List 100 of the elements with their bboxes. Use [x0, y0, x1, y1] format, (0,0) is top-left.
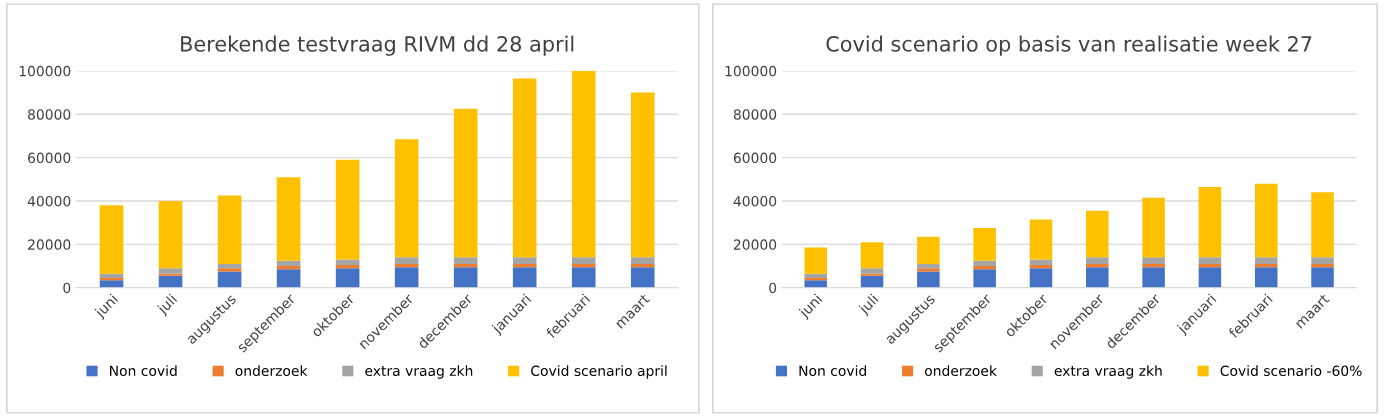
- bar: [276, 266, 301, 270]
- bar: [1142, 263, 1165, 268]
- bar: [1142, 197, 1165, 258]
- bar: [276, 177, 301, 261]
- bar: [571, 263, 596, 268]
- bar: [917, 263, 940, 269]
- bar: [1029, 259, 1053, 265]
- bar: [1198, 186, 1222, 258]
- y-tick-label: 60000: [733, 152, 777, 164]
- bar: [973, 266, 996, 270]
- bar: [99, 205, 124, 274]
- bar: [158, 273, 183, 276]
- bar: [512, 78, 537, 258]
- bar: [571, 257, 596, 264]
- legend-label: onderzoek: [235, 365, 308, 377]
- bar: [1311, 257, 1334, 264]
- bar: [1029, 268, 1053, 288]
- bar: [394, 263, 419, 268]
- bar: [99, 280, 124, 288]
- bar: [335, 159, 360, 260]
- y-tick-label: 60000: [28, 152, 71, 164]
- bar: [630, 267, 655, 288]
- bar: [158, 200, 183, 269]
- bar: [571, 267, 596, 288]
- bar: [1086, 267, 1109, 288]
- bar: [1142, 257, 1165, 264]
- bar: [512, 263, 537, 268]
- bar: [630, 92, 655, 258]
- bar: [217, 271, 242, 288]
- bar: [917, 271, 940, 288]
- bar: [453, 263, 478, 268]
- bar: [394, 139, 419, 258]
- bar: [99, 273, 124, 278]
- bar: [335, 259, 360, 265]
- bar: [860, 275, 884, 288]
- y-tick-label: 40000: [733, 195, 777, 207]
- bar: [276, 260, 301, 267]
- bar: [217, 263, 242, 269]
- y-tick-label: 80000: [28, 109, 71, 120]
- bar: [512, 267, 537, 288]
- bar: [217, 268, 242, 272]
- bar: [1254, 263, 1278, 268]
- bar: [1311, 192, 1334, 258]
- bar: [973, 260, 996, 267]
- bar: [571, 70, 596, 258]
- legend-label: Covid scenario -60%: [1220, 365, 1362, 377]
- bar: [335, 264, 360, 269]
- bar: [1311, 267, 1334, 288]
- bar: [804, 280, 828, 288]
- legend-label: Covid scenario april: [531, 365, 667, 379]
- legend-label: extra vraag zkh: [365, 365, 473, 379]
- legend-label: extra vraag zkh: [1054, 365, 1162, 379]
- y-tick-label: 0: [769, 282, 777, 294]
- bar: [973, 269, 996, 288]
- bar: [1086, 257, 1109, 264]
- chart-title: Covid scenario op basis van realisatie week 27: [826, 35, 1312, 56]
- bar: [804, 273, 828, 278]
- bar: [1198, 263, 1222, 268]
- y-tick-label: 100000: [19, 65, 71, 77]
- y-tick-label: 20000: [28, 239, 71, 250]
- bar: [1254, 183, 1278, 258]
- legend-label: onderzoek: [924, 365, 997, 377]
- bar: [1086, 210, 1109, 258]
- bar: [917, 236, 940, 264]
- bar: [630, 263, 655, 268]
- bar: [217, 195, 242, 264]
- bar: [1254, 267, 1278, 288]
- y-tick-label: 20000: [733, 239, 777, 250]
- bar: [917, 268, 940, 272]
- bar: [1198, 267, 1222, 288]
- y-tick-label: 0: [63, 282, 71, 294]
- bar: [973, 228, 996, 261]
- bar: [512, 257, 537, 264]
- y-tick-label: 100000: [725, 65, 777, 77]
- bar: [1029, 264, 1053, 269]
- bar: [394, 267, 419, 288]
- legend-label: Non covid: [110, 365, 177, 377]
- bar: [158, 275, 183, 288]
- bar: [804, 277, 828, 281]
- bar: [99, 277, 124, 281]
- bar: [1029, 219, 1053, 260]
- legend-label: Non covid: [799, 365, 866, 377]
- bar: [453, 108, 478, 258]
- bar: [158, 268, 183, 274]
- bar: [630, 257, 655, 264]
- bar: [1198, 257, 1222, 264]
- y-tick-label: 40000: [27, 195, 71, 207]
- bar: [860, 268, 884, 274]
- y-tick-label: 80000: [733, 109, 777, 120]
- bar: [1254, 257, 1278, 264]
- bar: [453, 257, 478, 264]
- bar: [1311, 263, 1334, 268]
- bar: [453, 267, 478, 288]
- bar: [860, 273, 884, 276]
- chart-title: Berekende testvraag RIVM dd 28 april: [181, 35, 574, 56]
- bar: [1086, 263, 1109, 268]
- bar: [394, 257, 419, 264]
- bar: [804, 247, 828, 274]
- bar: [276, 269, 301, 288]
- bar: [335, 268, 360, 288]
